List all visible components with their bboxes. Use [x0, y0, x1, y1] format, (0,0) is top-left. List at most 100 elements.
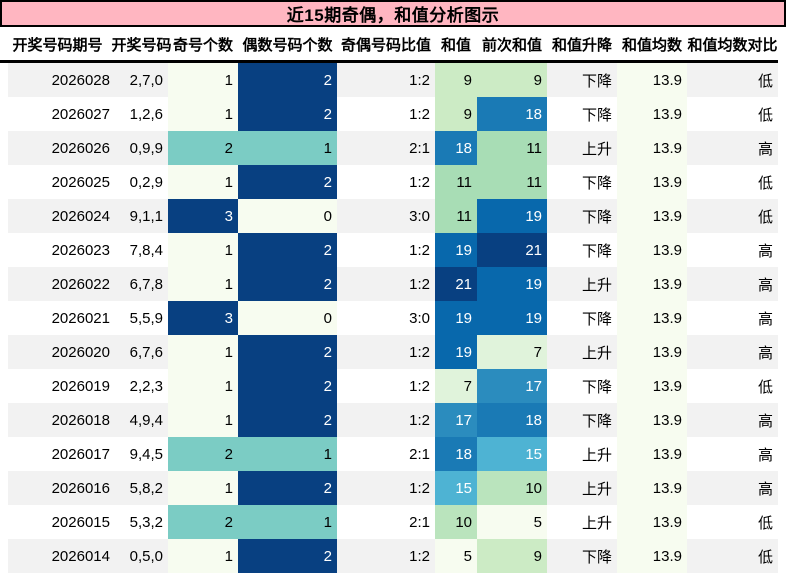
cell-prev-sum-value: 10: [525, 479, 542, 497]
cell-issue-value: 2026016: [51, 479, 110, 497]
cell-sum-mean-compare: 高: [687, 403, 778, 437]
cell-even-count-value: 2: [323, 343, 332, 361]
cell-sum-mean: 13.9: [617, 165, 687, 199]
cell-odd-even-ratio-value: 1:2: [409, 343, 430, 361]
cell-prev-sum-value: 19: [525, 207, 542, 225]
cell-even-count-value: 2: [323, 275, 332, 293]
cell-numbers: 5,8,2: [115, 471, 168, 505]
table-row: 2026024 9,1,1 3 0 3:0 11 19 下降 13.9 低: [0, 199, 778, 233]
cell-odd-even-ratio-value: 1:2: [409, 105, 430, 123]
cell-prev-sum-value: 15: [525, 445, 542, 463]
cell-even-count-value: 0: [323, 309, 332, 327]
col-header-numbers: 开奖号码: [112, 34, 172, 55]
cell-numbers: 5,5,9: [115, 301, 168, 335]
cell-issue: 2026022: [8, 267, 115, 301]
col-header-odd-count-label: 奇号个数: [172, 36, 233, 54]
cell-even-count-value: 2: [323, 411, 332, 429]
cell-even-count-value: 2: [323, 479, 332, 497]
cell-sum-trend: 下降: [547, 199, 617, 233]
cell-sum-value: 10: [455, 513, 472, 531]
cell-numbers-value: 7,8,4: [129, 241, 163, 259]
cell-odd-count-value: 1: [224, 173, 233, 191]
cell-numbers-value: 0,9,9: [129, 139, 163, 157]
cell-numbers-value: 9,1,1: [129, 207, 163, 225]
cell-prev-sum: 17: [477, 369, 547, 403]
cell-even-count-value: 2: [323, 547, 332, 565]
cell-sum: 21: [435, 267, 477, 301]
cell-odd-even-ratio: 1:2: [337, 539, 435, 573]
cell-sum-mean-compare: 高: [687, 233, 778, 267]
cell-odd-count-value: 1: [224, 241, 233, 259]
row-gutter: [0, 267, 8, 301]
cell-sum-trend-value: 下降: [581, 310, 612, 328]
cell-sum-trend-value: 上升: [581, 480, 612, 498]
cell-sum-value: 18: [455, 445, 472, 463]
cell-sum-mean-value: 13.9: [652, 139, 682, 157]
cell-sum: 18: [435, 437, 477, 471]
cell-odd-even-ratio-value: 2:1: [409, 445, 430, 463]
col-header-even-count-label: 偶数号码个数: [242, 36, 333, 54]
cell-sum: 11: [435, 199, 477, 233]
table-row: 2026018 4,9,4 1 2 1:2 17 18 下降 13.9 高: [0, 403, 778, 437]
cell-sum-mean-value: 13.9: [652, 173, 682, 191]
cell-even-count-value: 2: [323, 173, 332, 191]
col-header-sum-mean: 和值均数: [617, 34, 687, 55]
cell-sum-value: 21: [455, 275, 472, 293]
cell-sum-value: 9: [463, 71, 472, 89]
cell-sum-trend: 上升: [547, 267, 617, 301]
cell-sum-mean-compare: 高: [687, 471, 778, 505]
cell-even-count: 0: [238, 301, 337, 335]
cell-sum-trend: 下降: [547, 301, 617, 335]
table-row: 2026014 0,5,0 1 2 1:2 5 9 下降 13.9 低: [0, 539, 778, 573]
cell-odd-even-ratio: 2:1: [337, 131, 435, 165]
cell-numbers-value: 2,7,0: [129, 71, 163, 89]
cell-issue: 2026027: [8, 97, 115, 131]
cell-numbers: 0,9,9: [115, 131, 168, 165]
cell-sum-trend-value: 下降: [581, 72, 612, 90]
cell-odd-count-value: 1: [224, 547, 233, 565]
cell-sum-trend: 上升: [547, 335, 617, 369]
cell-sum-mean-value: 13.9: [652, 71, 682, 89]
cell-odd-count-value: 2: [224, 445, 233, 463]
cell-odd-even-ratio-value: 1:2: [409, 71, 430, 89]
cell-issue-value: 2026021: [51, 309, 110, 327]
cell-sum-trend: 下降: [547, 233, 617, 267]
cell-sum-trend: 上升: [547, 505, 617, 539]
cell-issue: 2026024: [8, 199, 115, 233]
cell-odd-count-value: 3: [224, 207, 233, 225]
cell-sum: 19: [435, 335, 477, 369]
cell-sum-mean-compare-value: 低: [757, 378, 773, 396]
cell-odd-even-ratio: 1:2: [337, 267, 435, 301]
cell-sum-mean-compare-value: 高: [757, 480, 773, 498]
cell-odd-count-value: 3: [224, 309, 233, 327]
col-header-sum-trend-label: 和值升降: [551, 36, 612, 54]
cell-issue-value: 2026020: [51, 343, 110, 361]
cell-numbers: 0,5,0: [115, 539, 168, 573]
cell-sum-mean-compare: 低: [687, 165, 778, 199]
cell-numbers-value: 6,7,8: [129, 275, 163, 293]
cell-sum-mean-compare: 高: [687, 335, 778, 369]
cell-sum-value: 15: [455, 479, 472, 497]
cell-numbers-value: 5,5,9: [129, 309, 163, 327]
cell-even-count: 1: [238, 437, 337, 471]
cell-sum: 9: [435, 63, 477, 97]
cell-odd-even-ratio-value: 1:2: [409, 241, 430, 259]
cell-sum: 7: [435, 369, 477, 403]
cell-odd-even-ratio: 1:2: [337, 403, 435, 437]
cell-prev-sum: 5: [477, 505, 547, 539]
cell-odd-count-value: 1: [224, 275, 233, 293]
table-row: 2026027 1,2,6 1 2 1:2 9 18 下降 13.9 低: [0, 97, 778, 131]
cell-issue: 2026025: [8, 165, 115, 199]
cell-sum: 15: [435, 471, 477, 505]
cell-sum-mean-compare-value: 高: [757, 344, 773, 362]
cell-prev-sum-value: 17: [525, 377, 542, 395]
cell-odd-count: 2: [168, 131, 238, 165]
row-gutter: [0, 63, 8, 97]
cell-issue-value: 2026017: [51, 445, 110, 463]
cell-sum-mean-compare-value: 低: [757, 548, 773, 566]
cell-sum-mean: 13.9: [617, 403, 687, 437]
cell-sum-mean-value: 13.9: [652, 547, 682, 565]
cell-prev-sum: 9: [477, 539, 547, 573]
col-header-issue: 开奖号码期号: [0, 34, 115, 55]
cell-odd-count: 1: [168, 335, 238, 369]
